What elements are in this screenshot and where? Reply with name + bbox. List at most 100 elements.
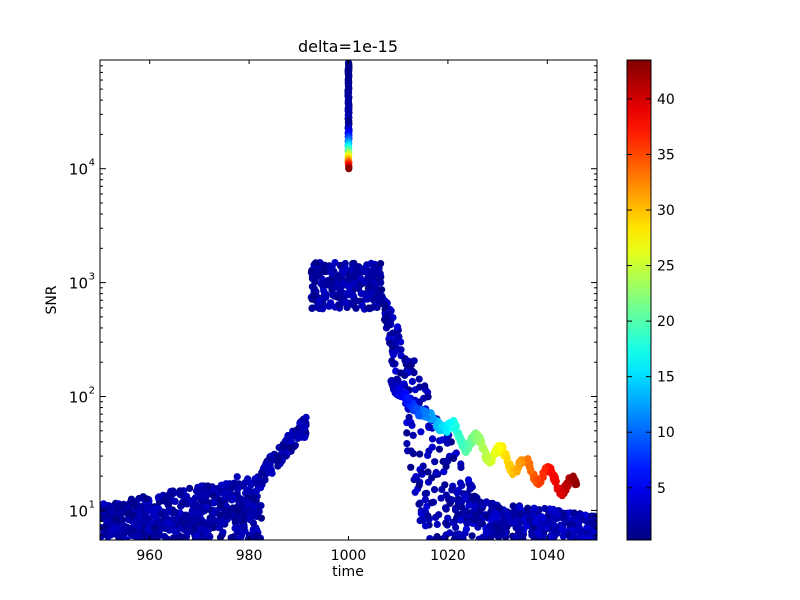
colorbar-tick-label: 10 (657, 425, 675, 441)
scatter-points (100, 60, 597, 540)
scatter-point (308, 304, 316, 312)
y-axis-label: SNR (44, 285, 60, 314)
scatter-point (104, 504, 112, 512)
scatter-point (421, 496, 429, 504)
scatter-point (308, 283, 316, 291)
scatter-point (407, 463, 415, 471)
scatter-point (192, 487, 201, 495)
scatter-point (114, 502, 122, 511)
scatter-point (539, 514, 547, 522)
scatter-point (547, 506, 555, 514)
scatter-point (512, 533, 520, 540)
scatter-point (559, 532, 567, 540)
scatter-point (345, 283, 353, 291)
scatter-point (525, 463, 533, 471)
scatter-point (352, 267, 360, 275)
scatter-point (221, 506, 229, 514)
colorbar-tick-label: 20 (657, 314, 675, 330)
scatter-point (435, 445, 443, 453)
scatter-point (433, 520, 441, 529)
scatter-point (583, 524, 591, 532)
scatter-point (530, 504, 538, 512)
scatter-point (300, 424, 308, 432)
scatter-point (231, 515, 239, 524)
scatter-point (506, 460, 514, 468)
scatter-point (176, 487, 184, 495)
scatter-point (209, 516, 217, 524)
scatter-point (458, 503, 466, 511)
scatter-point (426, 535, 434, 540)
scatter-point (430, 486, 439, 494)
scatter-point (476, 508, 484, 516)
scatter-point (378, 286, 386, 294)
scatter-point (415, 375, 423, 383)
scatter-point (370, 265, 378, 273)
scatter-point (456, 433, 464, 441)
y-tick-exponent: 3 (89, 272, 95, 283)
scatter-point (387, 317, 395, 325)
scatter-point (522, 522, 531, 530)
colorbar-tick-label: 25 (657, 259, 675, 275)
scatter-point (446, 529, 454, 537)
y-tick-label: 10 (69, 275, 88, 293)
scatter-point (253, 532, 261, 540)
scatter-point (489, 513, 497, 521)
scatter-point (432, 468, 440, 477)
scatter-point (184, 522, 192, 531)
scatter-point (556, 490, 564, 498)
scatter-point (357, 289, 365, 297)
scatter-point (318, 280, 326, 288)
scatter-point (178, 519, 186, 527)
scatter-point (569, 475, 577, 483)
scatter-point (365, 304, 373, 312)
scatter-point (428, 499, 436, 507)
chart-title: delta=1e-15 (298, 37, 398, 56)
scatter-point (193, 503, 201, 511)
scatter-point (563, 481, 571, 489)
colorbar-ticks: 5 10 15 20 25 30 35 40 (627, 92, 675, 497)
y-tick-exponent: 2 (89, 386, 95, 397)
scatter-point (176, 509, 184, 517)
scatter-point (340, 268, 348, 276)
scatter-point (341, 298, 349, 306)
scatter-point (130, 501, 138, 509)
scatter-point (531, 514, 539, 522)
scatter-point (453, 489, 461, 497)
scatter-point (216, 501, 224, 509)
scatter-point (231, 524, 239, 532)
scatter-point (258, 469, 266, 477)
scatter-point (258, 478, 266, 486)
scatter-point (515, 459, 523, 467)
scatter-point (187, 497, 195, 505)
scatter-point (193, 531, 201, 539)
scatter-point (435, 511, 443, 519)
scatter-point (333, 293, 341, 301)
scatter-point (233, 507, 241, 515)
scatter-point (340, 279, 348, 287)
scatter-point (245, 531, 253, 540)
scatter-point (327, 299, 335, 307)
scatter-point (350, 279, 358, 287)
scatter-point (550, 521, 558, 529)
scatter-point (474, 432, 482, 440)
scatter-point (125, 509, 133, 517)
scatter-point (409, 431, 417, 439)
scatter-point (503, 455, 511, 463)
scatter-point (415, 500, 423, 508)
scatter-point (456, 479, 465, 487)
scatter-point (222, 512, 230, 520)
scatter-point (221, 492, 229, 500)
scatter-point (389, 351, 397, 359)
y-tick-exponent: 1 (89, 499, 95, 510)
scatter-point (334, 272, 342, 280)
scatter-point (200, 487, 208, 495)
scatter-point (441, 504, 450, 512)
scatter-point (443, 439, 451, 447)
scatter-point (408, 377, 416, 386)
scatter-point (351, 297, 359, 305)
scatter-point (482, 498, 491, 506)
scatter-point (558, 525, 566, 534)
scatter-point (143, 495, 151, 503)
scatter-point (457, 463, 465, 472)
